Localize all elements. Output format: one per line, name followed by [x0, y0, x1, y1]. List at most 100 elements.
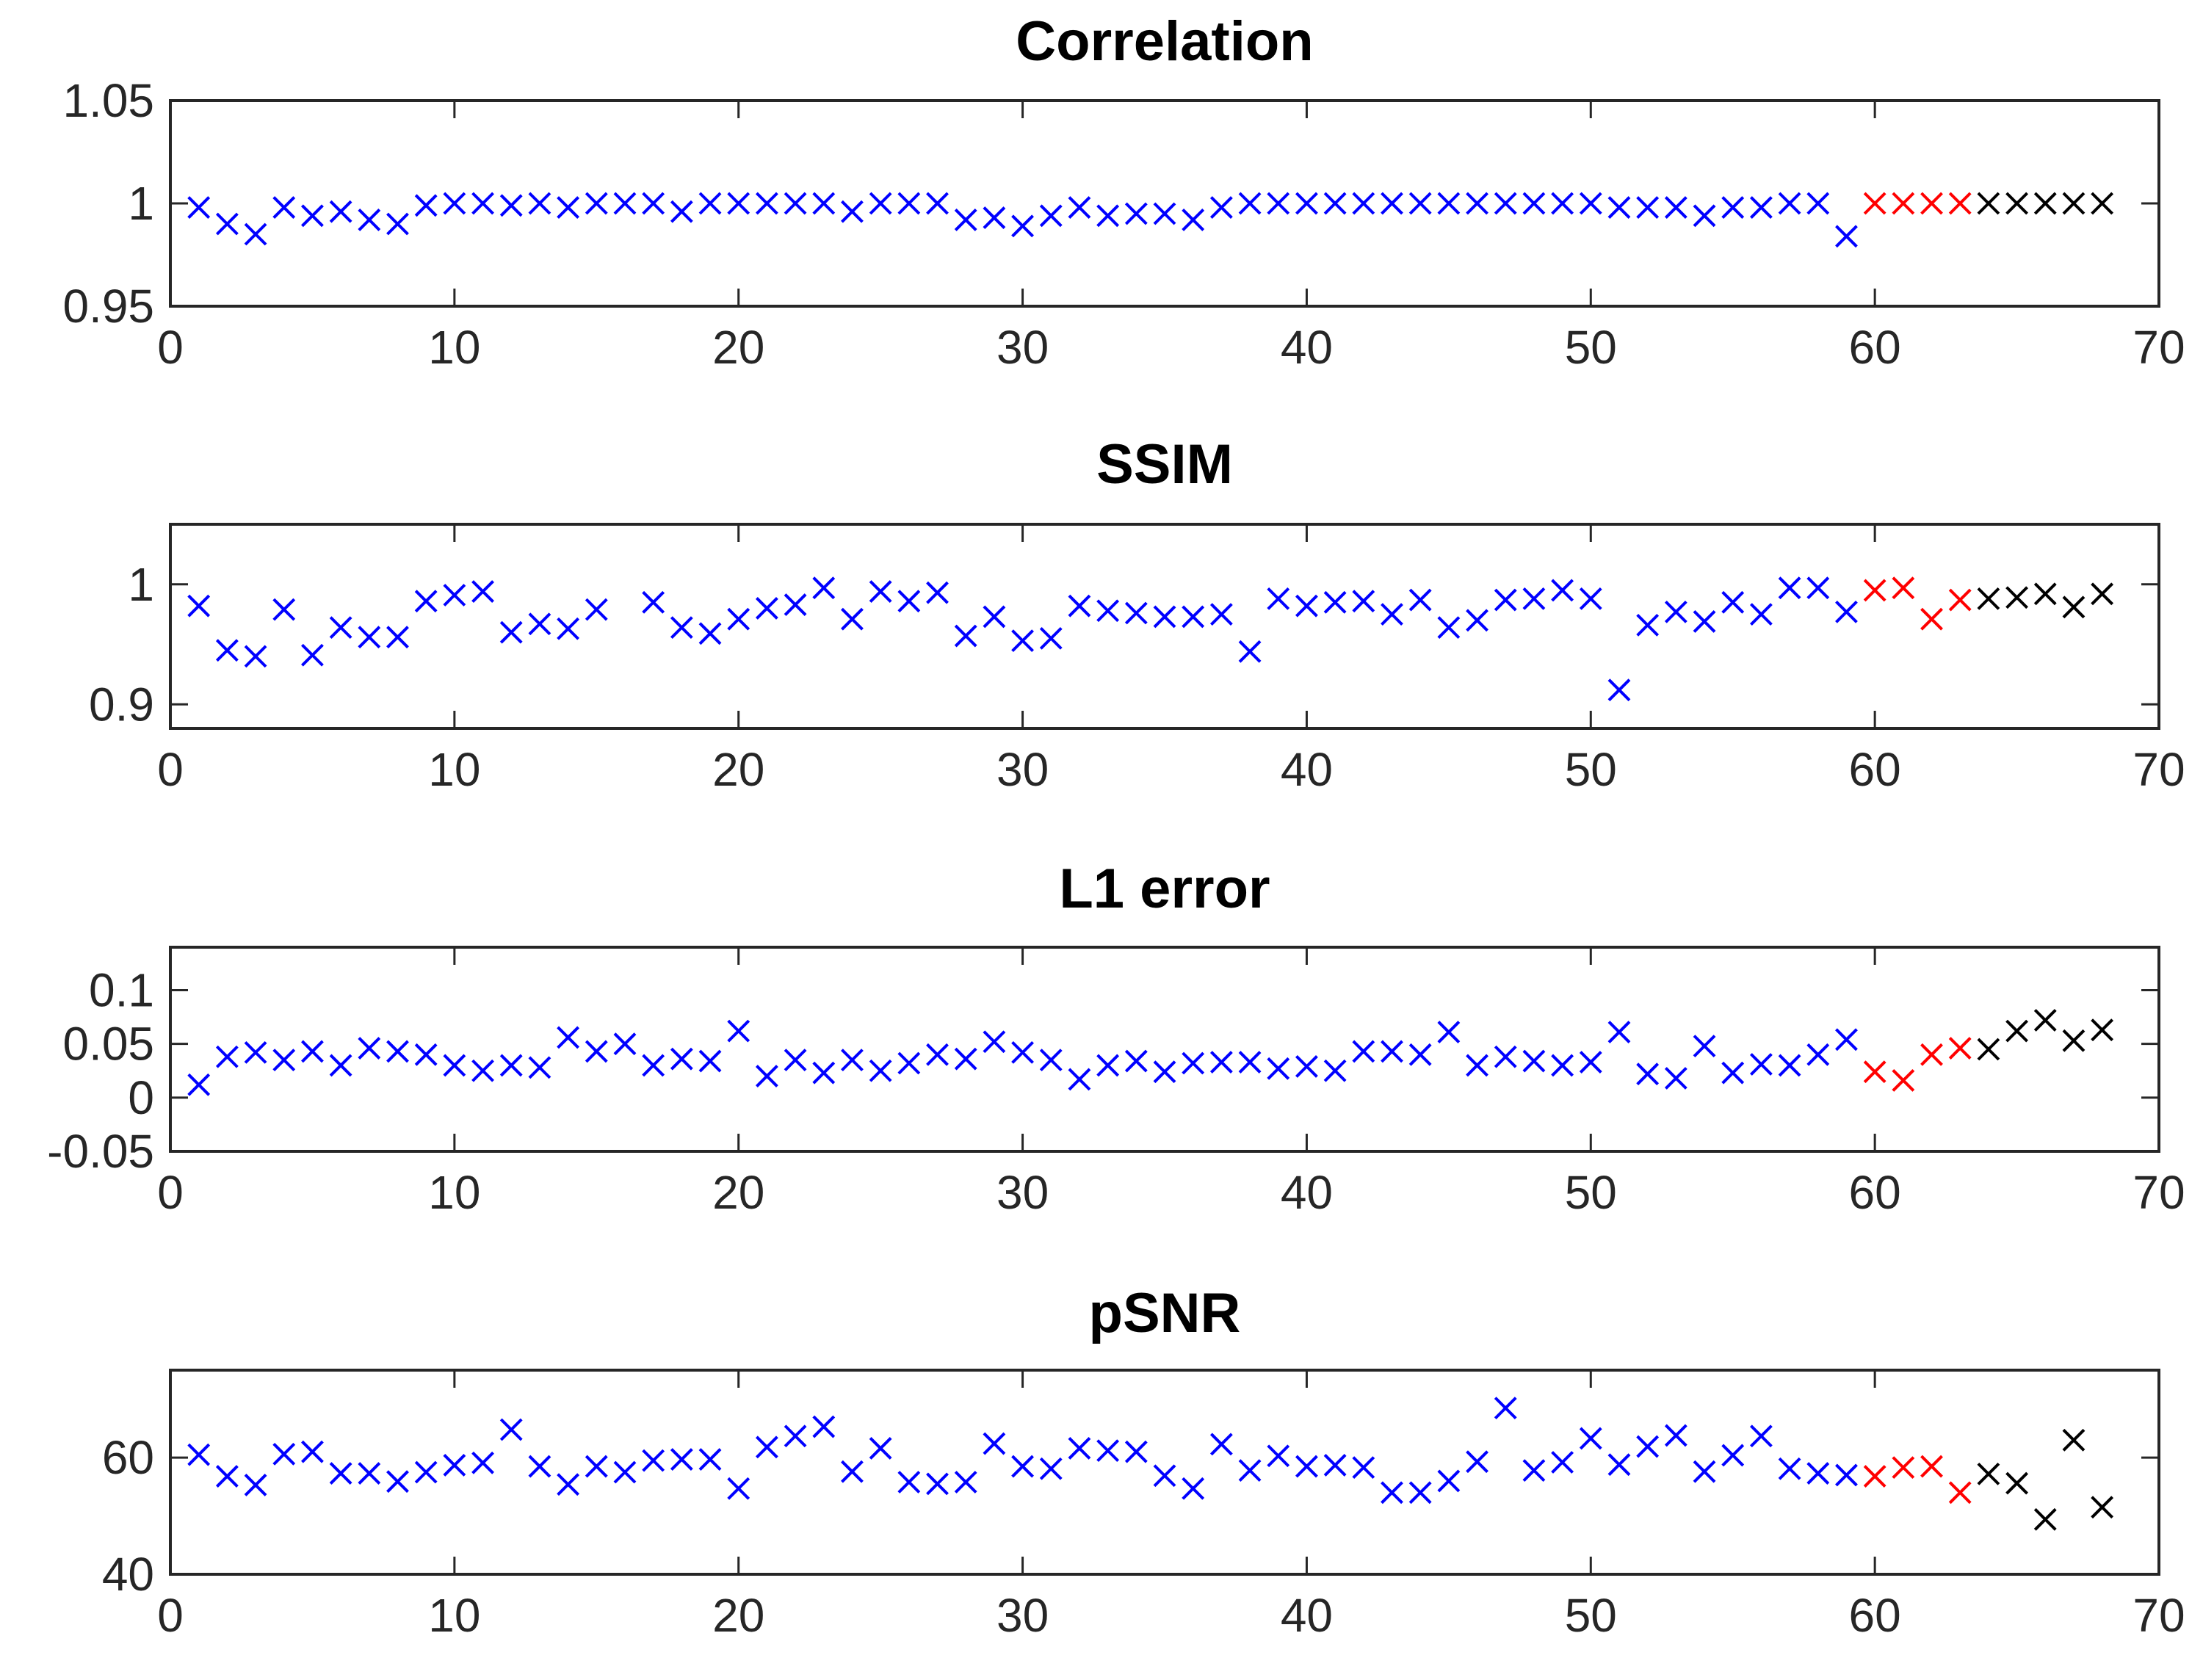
data-point-train: [557, 196, 580, 220]
data-point-train: [727, 1019, 750, 1043]
data-point-train: [1466, 192, 1488, 215]
data-point-train: [358, 1462, 381, 1485]
data-point-train: [954, 624, 977, 648]
data-point-test: [1977, 192, 2000, 215]
data-point-train: [1408, 1043, 1432, 1066]
data-point-train: [897, 590, 921, 613]
data-point-train: [1209, 196, 1233, 220]
x-tick-label: 10: [428, 1589, 480, 1642]
data-point-train: [1209, 1051, 1233, 1073]
data-point-train: [755, 1065, 778, 1087]
data-point-validation: [1892, 1456, 1915, 1480]
axes-box: [169, 946, 2160, 1153]
data-point-train: [954, 208, 977, 231]
data-point-train: [869, 1059, 892, 1082]
data-point-train: [272, 196, 296, 220]
data-point-train: [244, 222, 267, 246]
data-point-test: [2033, 582, 2057, 606]
series-train: [187, 192, 1858, 248]
data-point-train: [1806, 1043, 1830, 1066]
data-point-validation: [1863, 579, 1887, 602]
data-point-train: [1835, 225, 1858, 248]
data-point-train: [1182, 1477, 1205, 1500]
data-point-test: [2033, 192, 2057, 215]
data-point-train: [1778, 192, 1801, 215]
data-point-train: [1466, 609, 1488, 632]
data-point-train: [1238, 640, 1262, 663]
data-point-train: [1408, 588, 1432, 612]
data-point-train: [1721, 1061, 1745, 1085]
y-tick-label: 60: [102, 1431, 154, 1484]
data-point-train: [1352, 192, 1375, 215]
data-point-train: [329, 200, 352, 223]
data-point-train: [329, 616, 352, 640]
data-point-train: [471, 192, 494, 215]
x-tick-label: 30: [996, 743, 1049, 796]
data-point-validation: [1920, 1043, 1943, 1066]
data-point-train: [784, 1049, 807, 1072]
data-point-train: [812, 1061, 836, 1085]
data-point-train: [1437, 192, 1461, 215]
data-point-train: [443, 1054, 466, 1077]
data-point-train: [983, 1030, 1006, 1054]
x-tick-label: 20: [712, 1589, 764, 1642]
data-point-train: [329, 1054, 352, 1077]
data-point-train: [755, 192, 778, 215]
data-point-train: [1295, 1054, 1318, 1078]
data-point-train: [727, 1477, 750, 1500]
data-point-train: [1466, 1450, 1488, 1474]
x-tick-label: 30: [996, 1589, 1049, 1642]
data-point-train: [1267, 1444, 1290, 1468]
data-point-train: [358, 1037, 381, 1060]
data-point-train: [528, 1455, 551, 1478]
data-point-train: [1607, 678, 1631, 702]
data-point-train: [1806, 1462, 1830, 1485]
data-point-test: [2091, 1496, 2114, 1519]
data-point-validation: [1948, 588, 1972, 612]
data-point-validation: [1920, 1455, 1943, 1478]
data-point-train: [983, 206, 1006, 230]
data-point-train: [1607, 1453, 1631, 1477]
data-point-train: [1749, 1053, 1773, 1076]
x-tick-label: 60: [1849, 1166, 1901, 1219]
data-point-train: [1579, 192, 1602, 215]
data-point-train: [1607, 1021, 1631, 1044]
data-point-train: [1068, 196, 1091, 220]
data-point-train: [1494, 1045, 1517, 1068]
data-point-train: [841, 607, 864, 631]
data-point-test: [1977, 1462, 2000, 1485]
data-point-train: [897, 192, 921, 215]
data-point-test: [2005, 586, 2028, 609]
x-tick-label: 0: [157, 743, 184, 796]
data-point-train: [1522, 587, 1546, 610]
data-point-train: [1437, 1469, 1461, 1493]
data-point-train: [698, 622, 722, 645]
data-point-train: [1636, 196, 1660, 220]
y-tick-label: 0: [128, 1071, 154, 1124]
data-point-validation: [1920, 607, 1943, 631]
x-tick-label: 0: [157, 1166, 184, 1219]
data-point-train: [1011, 629, 1034, 653]
data-point-train: [1267, 587, 1290, 610]
data-point-train: [1209, 1433, 1233, 1456]
data-point-train: [244, 645, 267, 668]
data-point-train: [215, 639, 239, 662]
data-point-test: [2005, 1471, 2028, 1495]
data-point-train: [244, 1474, 267, 1496]
data-point-train: [1068, 1437, 1091, 1460]
x-tick-label: 0: [157, 321, 184, 374]
data-point-train: [358, 626, 381, 649]
x-tick-label: 50: [1565, 1166, 1617, 1219]
data-point-train: [272, 1049, 296, 1072]
x-tick-label: 70: [2133, 743, 2185, 796]
x-tick-label: 40: [1281, 1589, 1333, 1642]
series-test: [1977, 582, 2114, 619]
x-tick-label: 60: [1849, 743, 1901, 796]
data-point-train: [1182, 208, 1205, 231]
data-point-train: [1579, 1051, 1602, 1073]
data-point-train: [698, 1049, 722, 1073]
data-point-train: [557, 1473, 580, 1496]
data-point-train: [869, 580, 892, 603]
data-point-train: [1068, 594, 1091, 618]
subplot-title: pSNR: [1089, 1282, 1241, 1344]
